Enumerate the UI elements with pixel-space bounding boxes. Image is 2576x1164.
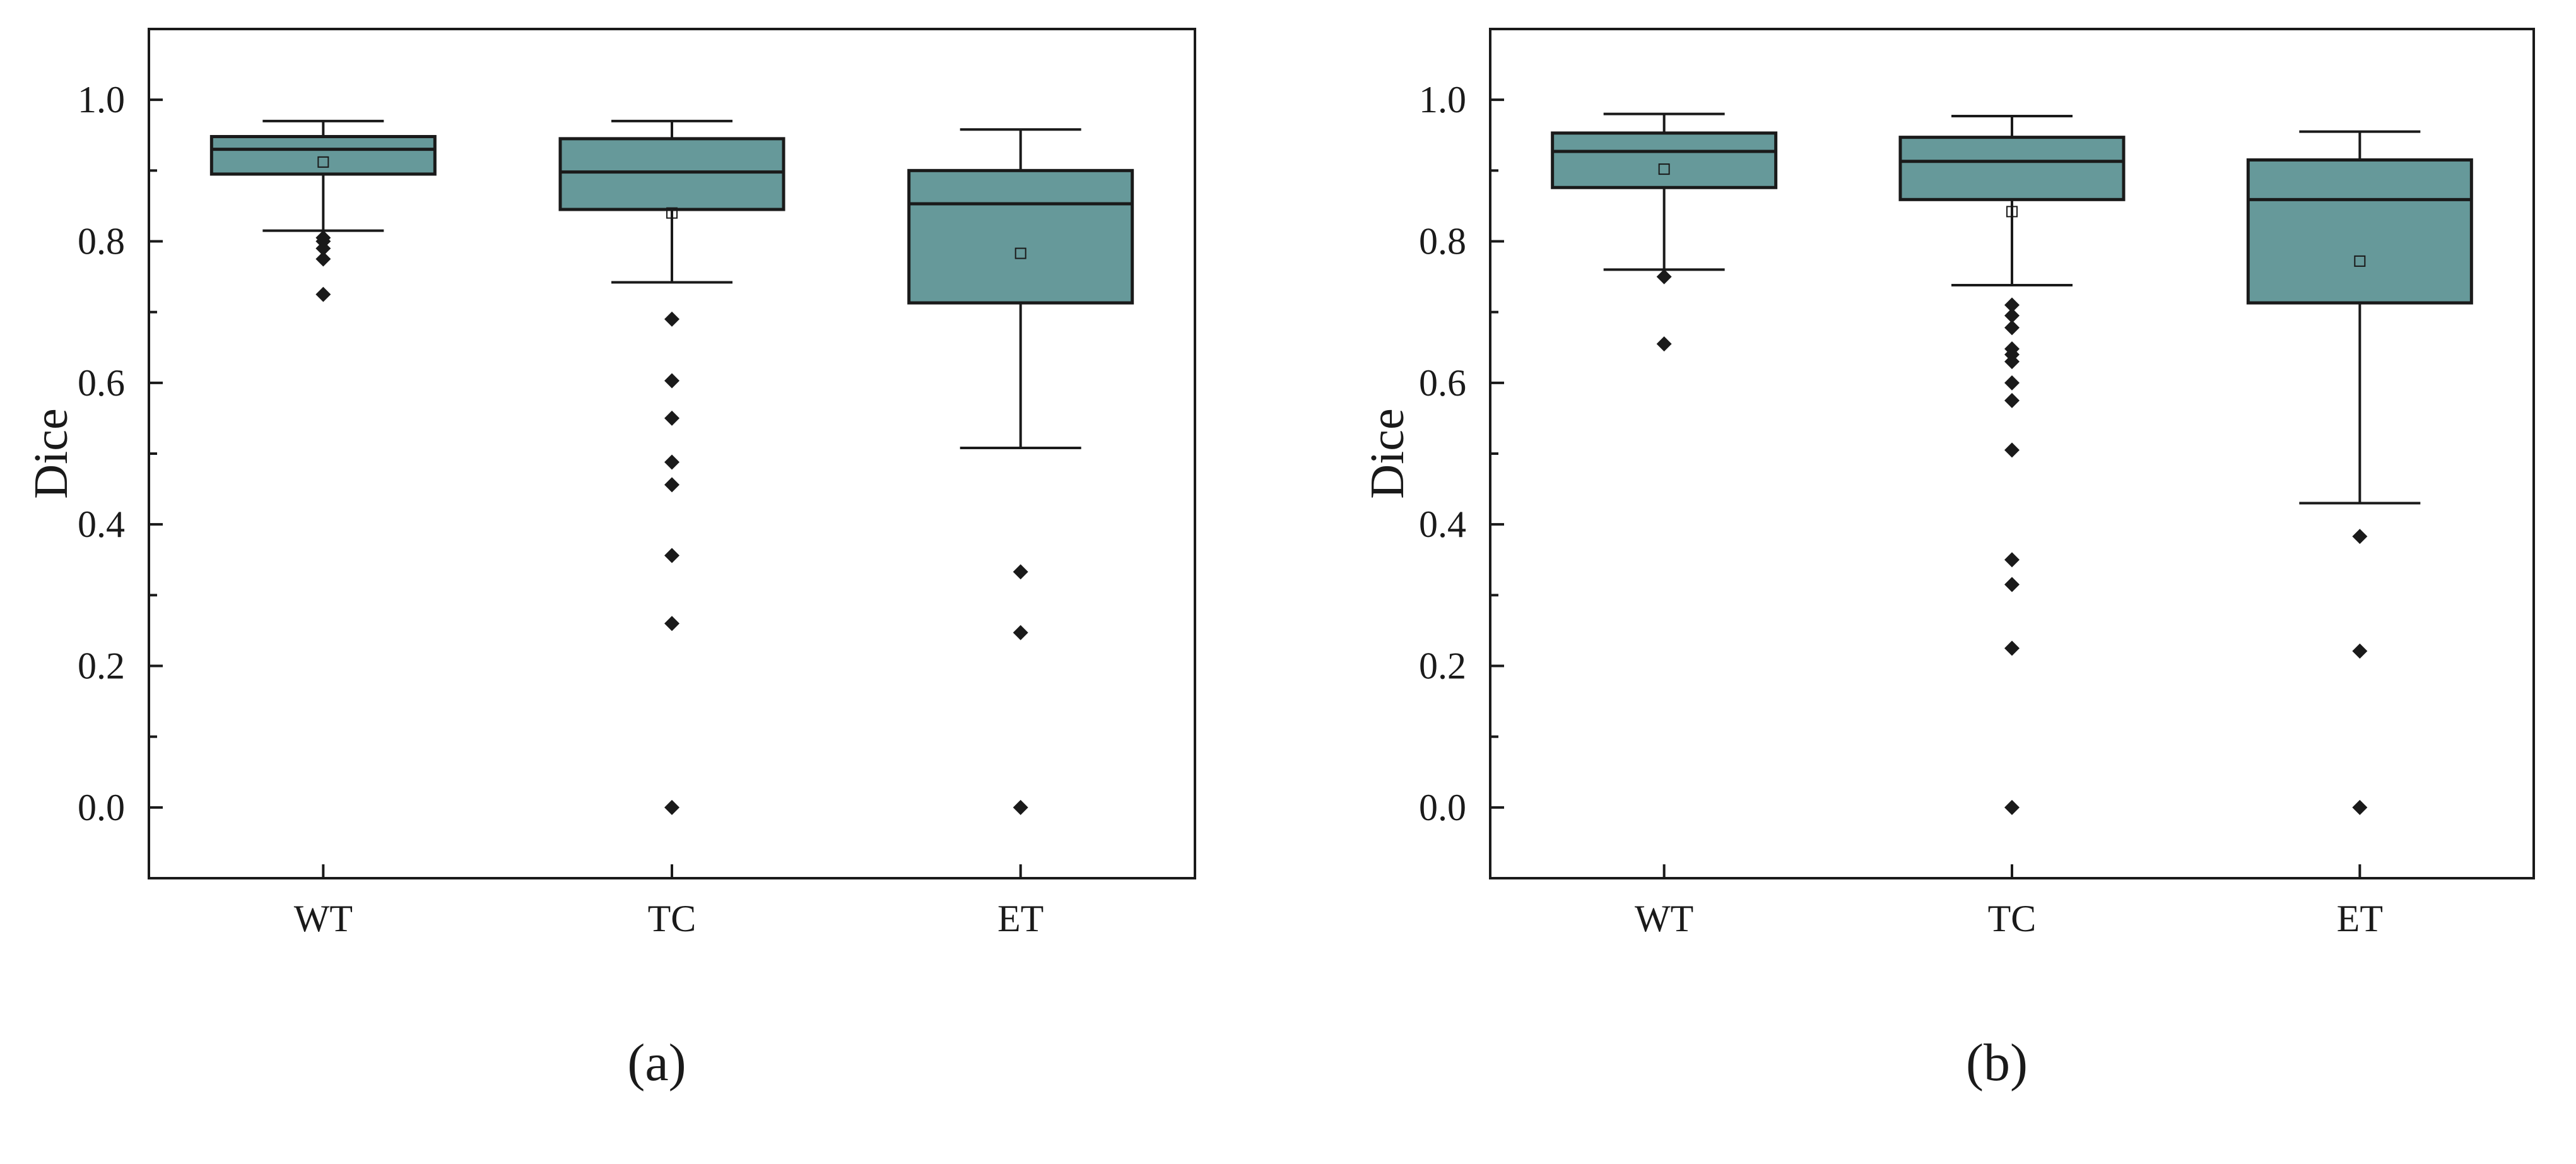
box-tc	[558, 119, 785, 815]
outlier-point	[664, 454, 679, 470]
outlier-point	[1013, 625, 1028, 640]
outlier-point	[664, 477, 679, 493]
outlier-point	[664, 311, 679, 327]
chart-panel-2: 0.0 0.2 0.4 0.6 0.8 1.0 Dice WT TC ET (b)	[1361, 28, 2535, 1092]
mean-marker	[1658, 163, 1670, 175]
y-axis-title: Dice	[1361, 408, 1414, 498]
outlier-point	[1013, 564, 1028, 580]
x-tick-label-tc: TC	[1988, 898, 2037, 939]
outlier-point	[664, 410, 679, 426]
outlier-point	[664, 799, 679, 815]
x-tick-label-et: ET	[2337, 898, 2383, 939]
outlier-point	[315, 286, 331, 302]
box-et	[2246, 130, 2473, 815]
outlier-point	[1656, 269, 1672, 285]
y-tick-label: 0.8	[1419, 221, 1466, 262]
iqr-box	[907, 168, 1134, 305]
outlier-point	[2004, 392, 2020, 408]
outlier-point	[2352, 799, 2368, 815]
iqr-box	[1551, 131, 1778, 189]
x-tick-label-tc: TC	[648, 898, 697, 939]
panel-label: (b)	[1966, 1033, 2028, 1092]
outlier-point	[2004, 640, 2020, 656]
y-tick-label: 0.4	[78, 503, 125, 545]
y-tick-label: 0.2	[78, 645, 125, 687]
mean-marker	[666, 207, 678, 219]
y-tick-label: 0.8	[78, 221, 125, 262]
outlier-point	[2004, 552, 2020, 568]
outlier-point	[2004, 375, 2020, 391]
y-axis-title: Dice	[25, 408, 78, 498]
x-tick-label-et: ET	[997, 898, 1044, 939]
outlier-point	[2352, 529, 2368, 544]
outlier-point	[1013, 799, 1028, 815]
y-tick-label: 0.4	[1419, 503, 1466, 545]
outlier-point	[2352, 643, 2368, 659]
outlier-point	[664, 616, 679, 632]
chart-panel-1: 0.0 0.2 0.4 0.6 0.8 1.0 Dice WT TC ET (a)	[25, 28, 1196, 1092]
box-wt	[209, 119, 437, 302]
iqr-box	[558, 137, 785, 211]
box-et	[907, 128, 1134, 815]
outlier-point	[2004, 308, 2020, 324]
y-tick-label: 0.0	[1419, 787, 1466, 828]
x-tick-label-wt: WT	[1635, 898, 1693, 939]
y-tick-label: 0.6	[1419, 362, 1466, 404]
box-wt	[1551, 112, 1778, 352]
panel-label: (a)	[627, 1033, 686, 1092]
outlier-point	[315, 240, 331, 256]
y-tick-label: 0.2	[1419, 645, 1466, 687]
outlier-point	[2004, 320, 2020, 336]
outlier-point	[2004, 799, 2020, 815]
mean-marker	[2006, 206, 2018, 218]
y-tick-label: 0.0	[78, 787, 125, 828]
y-tick-label: 1.0	[78, 79, 125, 121]
iqr-box	[1898, 136, 2126, 201]
x-tick-label-wt: WT	[294, 898, 353, 939]
y-tick-label: 1.0	[1419, 79, 1466, 121]
iqr-box	[2246, 158, 2473, 305]
mean-marker	[1015, 247, 1026, 259]
mean-marker	[317, 156, 329, 168]
outlier-point	[664, 373, 679, 389]
outlier-point	[664, 548, 679, 563]
outlier-point	[315, 251, 331, 267]
outlier-point	[2004, 442, 2020, 458]
iqr-box	[209, 134, 437, 176]
outlier-point	[2004, 297, 2020, 313]
mean-marker	[2354, 255, 2366, 267]
outlier-point	[2004, 354, 2020, 370]
outlier-point	[1656, 336, 1672, 352]
box-tc	[1898, 114, 2126, 815]
y-tick-label: 0.6	[78, 362, 125, 404]
outlier-point	[2004, 577, 2020, 592]
